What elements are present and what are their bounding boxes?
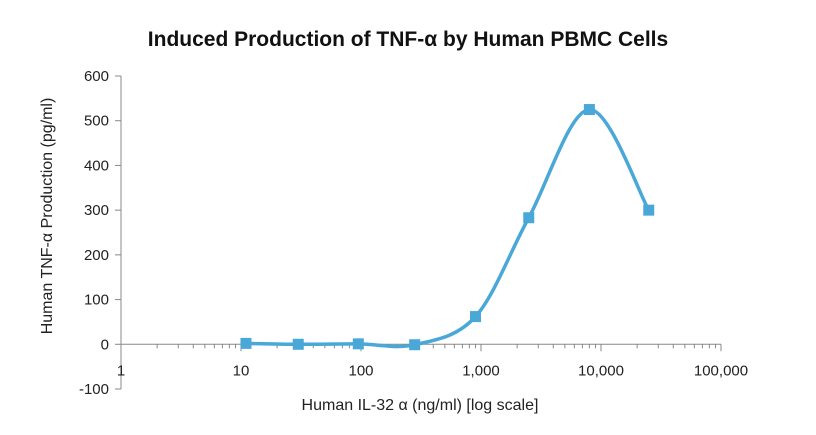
data-point-marker — [240, 337, 252, 349]
x-tick-label: 10,000 — [578, 362, 624, 379]
y-tick-label: -100 — [79, 381, 109, 398]
x-axis-label: Human IL-32 α (ng/ml) [log scale] — [302, 397, 539, 414]
series-layer — [240, 104, 655, 351]
y-tick-label: 0 — [101, 336, 109, 353]
y-tick-label: 200 — [84, 247, 109, 264]
y-axis-ticks: -100 0 100 200 300 400 500 600 — [79, 68, 121, 398]
y-tick-label: 300 — [84, 202, 109, 219]
y-tick-label: 100 — [84, 292, 109, 309]
data-point-marker — [470, 311, 482, 323]
x-axis-ticks: 1 10 100 1,000 10,000 100,000 — [117, 344, 748, 379]
chart-title: Induced Production of TNF-α by Human PBM… — [147, 28, 669, 51]
data-point-marker — [409, 339, 421, 351]
data-point-marker — [523, 212, 535, 224]
x-tick-label: 1,000 — [462, 362, 500, 379]
y-axis-label: Human TNF-α Production (pg/ml) — [39, 98, 56, 335]
data-point-marker — [352, 338, 364, 350]
y-tick-label: 400 — [84, 157, 109, 174]
data-point-marker — [292, 338, 304, 350]
x-tick-label: 10 — [233, 362, 250, 379]
y-tick-label: 500 — [84, 113, 109, 130]
series-line — [244, 107, 651, 349]
x-tick-label: 1 — [117, 362, 125, 379]
data-point-marker — [643, 204, 655, 216]
y-tick-label: 600 — [84, 68, 109, 85]
x-tick-label: 100 — [348, 362, 373, 379]
data-point-marker — [583, 104, 595, 116]
x-tick-label: 100,000 — [694, 362, 748, 379]
